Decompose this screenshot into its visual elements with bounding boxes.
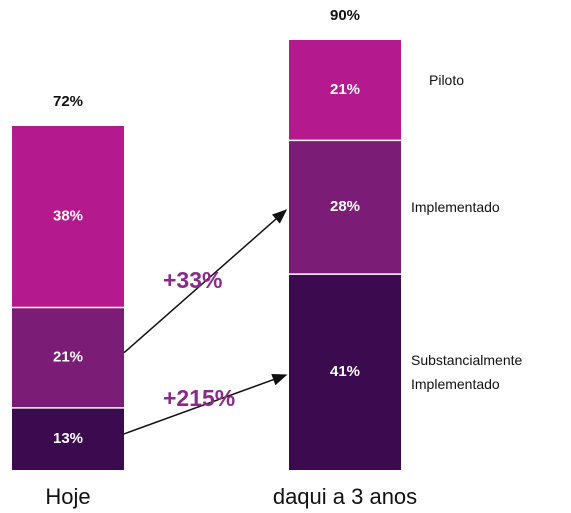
bar-segment [289, 274, 401, 470]
category-label: Hoje [45, 484, 90, 509]
value-label: 41% [330, 363, 360, 380]
bar-segment [12, 307, 124, 408]
value-label: 13% [53, 430, 83, 447]
total-label: 72% [53, 93, 83, 110]
value-label: 28% [330, 198, 360, 215]
annotation: +215% [163, 385, 235, 411]
growth-arrow [123, 374, 288, 435]
total-label: 90% [330, 7, 360, 24]
legend-entry: Substancialmente Implementado [411, 352, 523, 393]
bar-segment [289, 40, 401, 141]
value-label: 38% [53, 208, 83, 225]
bar-segment [12, 407, 124, 470]
annotation: +33% [163, 267, 222, 293]
category-label: daqui a 3 anos [273, 484, 417, 509]
value-label: 21% [53, 349, 83, 366]
legend-entry: Implementado [411, 199, 500, 216]
bar-segment [12, 126, 124, 308]
legend-entry: Piloto [429, 72, 465, 89]
value-label: 21% [330, 81, 360, 98]
bar-segment [289, 140, 401, 275]
growth-arrow [123, 209, 288, 354]
